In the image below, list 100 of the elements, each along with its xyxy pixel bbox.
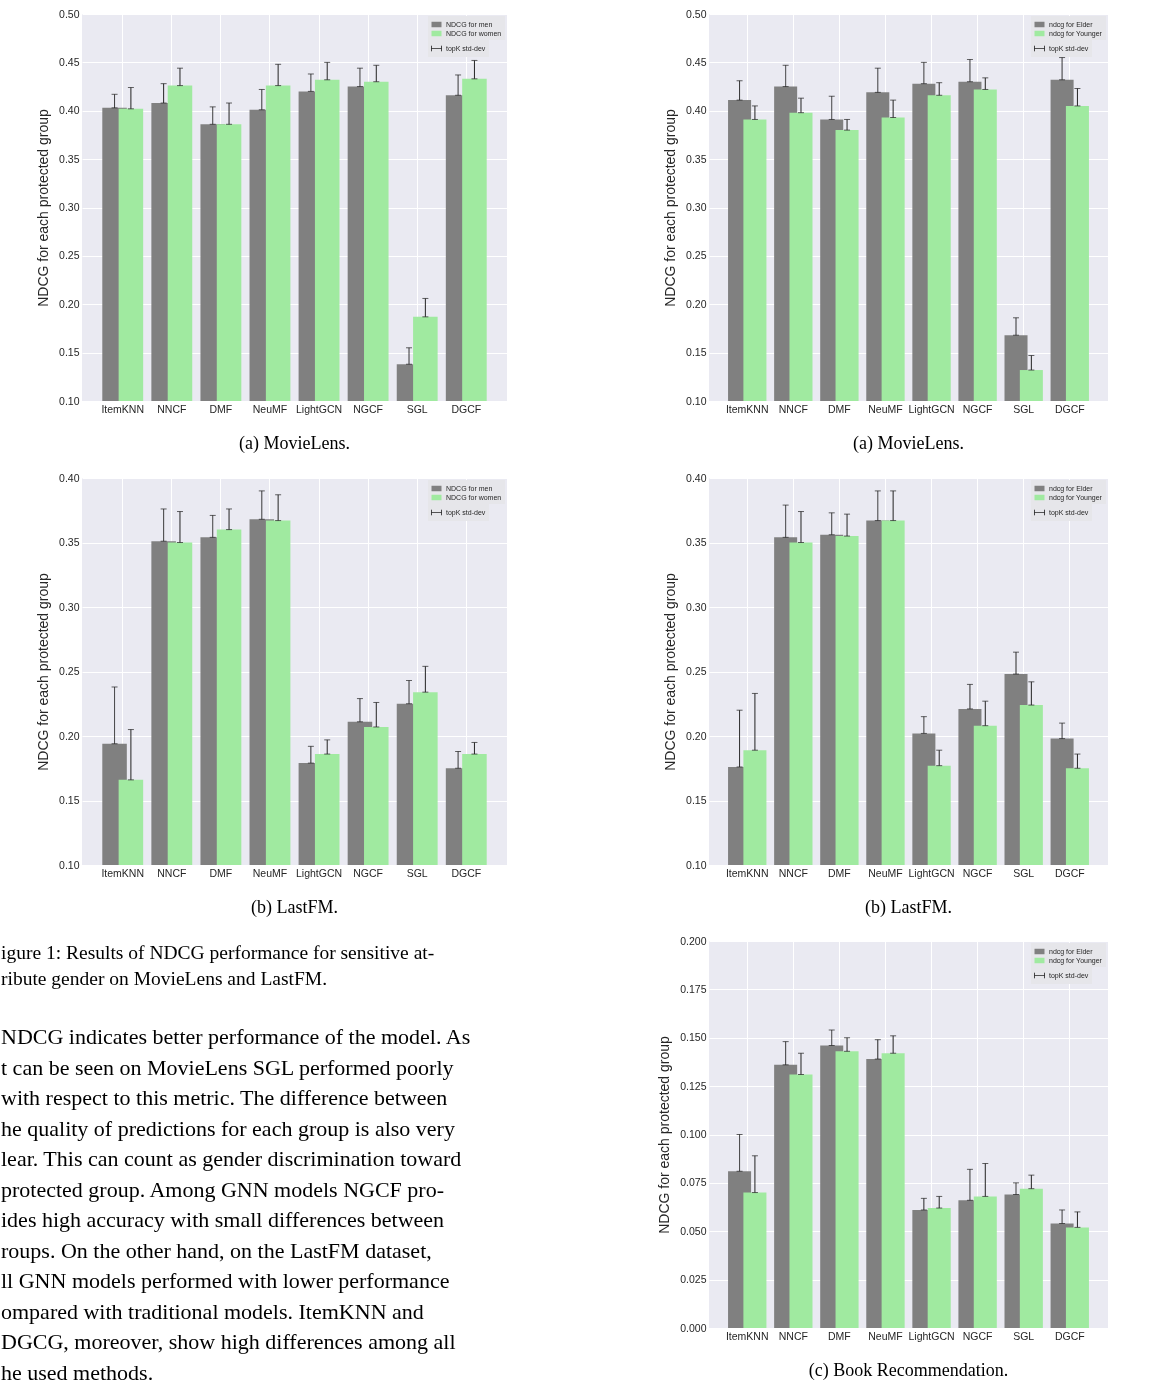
y-tick-label: 0.20 [59,297,80,310]
y-tick-label: 0.10 [59,394,80,407]
y-tick-label: 0.25 [59,249,80,262]
y-tick-label: 0.30 [59,201,80,213]
x-tick-label: NeuMF [868,866,903,879]
y-tick-label: 0.45 [686,55,707,68]
y-tick-label: 0.30 [59,600,80,613]
y-tick-label: 0.25 [686,665,707,677]
x-tick-label: NNCF [157,402,187,415]
x-tick-label: NNCF [157,866,187,879]
y-tick-label: 0.10 [686,394,707,407]
y-tick-label: 0.45 [59,55,80,68]
x-tick-label: LightGCN [295,866,343,879]
y-tick-label: 0.20 [686,297,707,310]
y-axis-title: NDCG for each protected group [35,108,52,307]
x-tick-label: DMF [828,1329,851,1342]
y-tick-label: 0.15 [59,794,80,806]
x-tick-label: SGL [1013,402,1035,415]
y-tick-label: 0.30 [686,201,707,213]
y-tick-label: 0.050 [680,1224,707,1237]
y-tick-label: 0.35 [59,536,80,548]
x-tick-label: SGL [1013,1329,1035,1342]
y-tick-label: 0.15 [686,346,707,359]
x-tick-label: ItemKNN [725,402,769,415]
x-tick-label: DGCF [451,866,482,879]
y-tick-label: 0.15 [686,794,707,806]
y-tick-label: 0.125 [680,1079,707,1092]
bar [1019,1188,1043,1328]
x-tick-label: DMF [828,402,851,415]
y-tick-label: 0.10 [686,858,707,871]
x-tick-label: DMF [209,402,233,415]
y-tick-label: 0.15 [59,346,80,359]
y-tick-label: 0.10 [59,858,80,871]
y-tick-label: 0.30 [686,600,707,613]
x-tick-label: ItemKNN [725,1329,769,1342]
y-axis-title: NDCG for each protected group [35,572,52,771]
x-tick-label: LightGCN [295,402,343,415]
y-tick-label: 0.50 [686,7,707,20]
y-tick-label: 0.000 [680,1321,707,1334]
y-tick-label: 0.35 [59,152,80,165]
y-tick-label: 0.175 [680,982,707,995]
y-tick-label: 0.25 [59,665,80,677]
x-tick-label: NNCF [778,402,808,415]
text: with respect to this metric. The difference between [1,1085,448,1110]
y-tick-label: 0.075 [680,1176,707,1189]
bar [1065,1227,1089,1328]
x-tick-label: NNCF [778,1329,808,1342]
y-axis-title: NDCG for each protected group [662,108,679,307]
text: (b) LastFM. [251,896,338,918]
text: (b) LastFM. [865,896,952,918]
x-tick-label: DGCF [1054,1329,1085,1342]
x-tick-label: NGCF [353,402,383,415]
x-tick-label: DMF [209,866,233,879]
x-tick-label: NNCF [778,866,808,879]
text: protected group. Among GNN models NGCF pro- [1,1176,445,1202]
bar [835,1051,859,1328]
text: lear. This can count as gender discrimination toward [1,1146,462,1171]
y-tick-label: 0.20 [686,729,707,742]
text: DGCG, moreover, show high differences among all [1,1329,456,1354]
y-tick-label: 0.25 [686,249,707,262]
x-tick-label: NGCF [962,866,993,879]
x-tick-label: NGCF [962,402,993,415]
y-tick-label: 0.100 [680,1128,707,1140]
x-tick-label: LightGCN [908,1329,955,1342]
y-tick-label: 0.40 [59,104,80,117]
bar [973,1196,997,1328]
x-tick-label: NeuMF [252,402,288,415]
y-axis-title: NDCG for each protected group [656,1035,673,1234]
y-tick-label: 0.40 [59,471,80,484]
text: (a) MovieLens. [853,432,964,454]
x-tick-label: NGCF [353,866,383,879]
bar [881,1053,905,1328]
x-tick-label: DGCF [451,402,482,415]
text: ribute gender on MovieLens and LastFM. [1,968,328,989]
y-tick-label: 0.150 [680,1031,707,1044]
x-tick-label: ItemKNN [101,866,145,879]
x-tick-label: ItemKNN [101,402,145,415]
text: NDCG indicates better performance of the model. As [1,1024,471,1049]
text: he used methods. [1,1359,154,1385]
text: (c) Book Recommendation. [808,1359,1009,1381]
x-tick-label: DGCF [1054,866,1085,879]
y-tick-label: 0.35 [686,152,707,165]
x-tick-label: LightGCN [908,866,955,879]
y-tick-label: 0.20 [59,729,80,742]
text: igure 1: Results of NDCG performance for sensitive at- [1,942,435,963]
x-tick-label: SGL [1013,866,1035,879]
y-axis-title: NDCG for each protected group [662,572,679,771]
y-tick-label: 0.50 [59,7,80,20]
x-tick-label: NeuMF [252,866,288,879]
y-tick-label: 0.200 [680,934,707,947]
x-tick-label: LightGCN [908,402,955,415]
y-tick-label: 0.40 [686,471,707,484]
text: ompared with traditional models. ItemKNN and [1,1298,424,1324]
x-tick-label: SGL [406,402,428,415]
y-tick-label: 0.40 [686,104,707,117]
y-tick-label: 0.35 [686,536,707,548]
y-tick-label: 0.025 [680,1273,707,1286]
x-tick-label: NeuMF [868,1329,903,1342]
text: roups. On the other hand, on the LastFM dataset, [1,1237,432,1263]
bar [927,1208,951,1328]
